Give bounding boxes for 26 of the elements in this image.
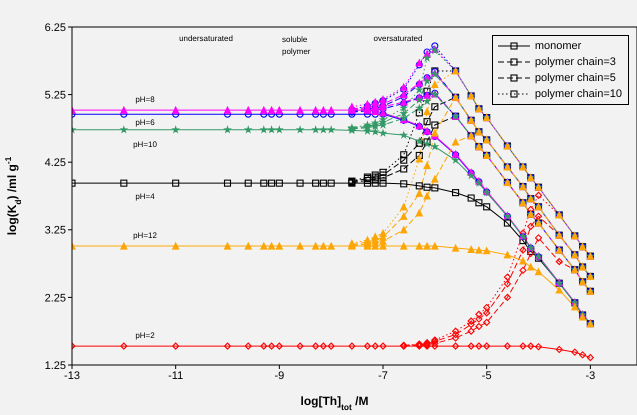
y-tick-label: 3.25	[44, 224, 66, 237]
legend-label: monomer	[534, 40, 582, 52]
annotation: pH=12	[133, 230, 157, 242]
annotation: pH=2	[135, 330, 155, 342]
x-tick-label: -7	[378, 370, 388, 382]
x-axis-title: log[Th]$_{tot}$ /M	[300, 394, 369, 412]
legend-label: polymer chain=3	[534, 56, 616, 68]
x-tick-label: -13	[64, 370, 80, 382]
annotation: undersaturated	[179, 33, 233, 45]
y-tick-label: 4.25	[44, 157, 66, 170]
annotation: pH=10	[133, 139, 157, 151]
y-tick-label: 1.25	[44, 360, 66, 372]
x-tick-label: -5	[482, 370, 492, 382]
annotation: oversaturated	[374, 33, 422, 45]
legend-label: polymer chain=5	[534, 72, 616, 84]
annotation: pH=8	[135, 94, 155, 106]
y-tick-label: 2.25	[44, 292, 66, 304]
annotation: soluble polymer	[282, 34, 312, 58]
x-tick-label: -3	[585, 370, 596, 382]
annotation: pH=4	[135, 191, 155, 203]
y-tick-label: 6.25	[44, 22, 66, 34]
x-tick-label: -9	[274, 370, 284, 382]
x-tick-label: -11	[168, 370, 184, 382]
y-tick-label: 5.25	[44, 90, 66, 102]
annotation: pH=6	[135, 117, 155, 129]
legend-label: polymer chain=10	[534, 88, 622, 100]
